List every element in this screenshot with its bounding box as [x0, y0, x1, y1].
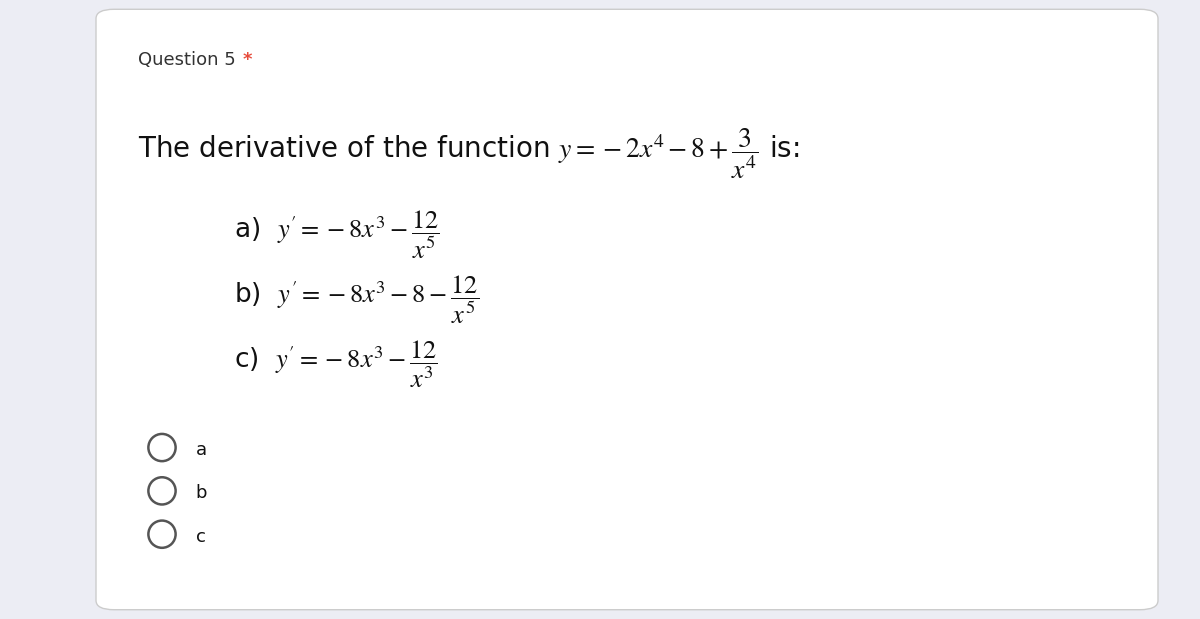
Text: b: b	[196, 484, 208, 502]
Text: a)  $y' = -8x^3 - \dfrac{12}{x^5}$: a) $y' = -8x^3 - \dfrac{12}{x^5}$	[234, 209, 439, 261]
Text: c: c	[196, 527, 205, 545]
Text: *: *	[242, 51, 252, 69]
Text: a: a	[196, 441, 206, 459]
Text: b)  $y' = -8x^3 - 8 - \dfrac{12}{x^5}$: b) $y' = -8x^3 - 8 - \dfrac{12}{x^5}$	[234, 274, 479, 326]
Text: c)  $y' = -8x^3 - \dfrac{12}{x^3}$: c) $y' = -8x^3 - \dfrac{12}{x^3}$	[234, 339, 438, 390]
Text: Question 5: Question 5	[138, 51, 241, 69]
Text: The derivative of the function $y = -2x^4 - 8 + \dfrac{3}{x^4}$ is:: The derivative of the function $y = -2x^…	[138, 126, 799, 181]
